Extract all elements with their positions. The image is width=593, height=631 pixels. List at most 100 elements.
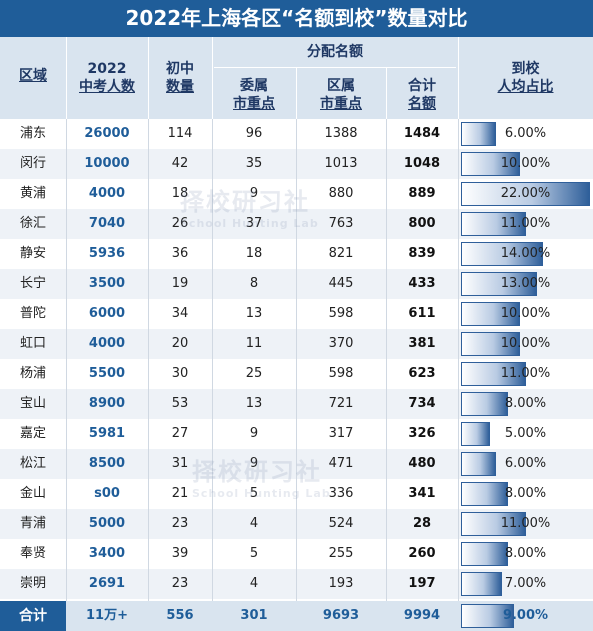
cell-junior: 53: [171, 396, 189, 411]
cell-district-quota: 721: [328, 396, 354, 411]
col-divider: [212, 119, 213, 631]
cell-commission: 18: [245, 246, 263, 261]
footer-district-quota: 9693: [322, 608, 360, 623]
ratio-bar: [461, 272, 537, 296]
ratio-label: 11.00%: [500, 366, 551, 381]
cell-commission: 5: [249, 486, 259, 501]
ratio-label: 6.00%: [504, 456, 547, 471]
cell-ratio: 22.00%: [458, 179, 593, 209]
cell-commission: 4: [249, 576, 259, 591]
ratio-bar: [461, 152, 520, 176]
table-row: 金山 s00 21 5 336 341 8.00%: [0, 479, 593, 509]
cell-exam: 3500: [88, 276, 126, 291]
footer-ratio-label: 9.00%: [502, 608, 549, 623]
ratio-bar: [461, 542, 508, 566]
cell-ratio: 10.00%: [458, 329, 593, 359]
cell-district: 崇明: [19, 576, 46, 591]
ratio-bar: [461, 182, 590, 206]
cell-district-quota: 336: [328, 486, 354, 501]
cell-total: 381: [408, 336, 436, 351]
cell-total: 839: [408, 246, 436, 261]
ratio-bar: [461, 362, 526, 386]
col-divider: [66, 119, 67, 631]
col-divider: [386, 119, 387, 631]
header-ratio: 到校 人均占比: [458, 60, 593, 96]
header-commission: 委属 市重点: [212, 77, 296, 113]
cell-ratio: 6.00%: [458, 449, 593, 479]
cell-district-quota: 370: [328, 336, 354, 351]
ratio-label: 10.00%: [500, 306, 551, 321]
cell-commission: 9: [249, 426, 259, 441]
cell-district: 黄浦: [19, 186, 46, 201]
cell-exam: 8900: [88, 396, 126, 411]
footer-ratio: 9.00%: [458, 601, 593, 631]
cell-exam: 8500: [88, 456, 126, 471]
cell-district-quota: 880: [328, 186, 354, 201]
footer-district: 合计: [0, 601, 66, 631]
cell-commission: 5: [249, 546, 259, 561]
cell-commission: 4: [249, 516, 259, 531]
ratio-bar: [461, 572, 502, 596]
ratio-bar: [461, 332, 520, 356]
cell-exam: 5936: [88, 246, 126, 261]
cell-district: 金山: [19, 486, 46, 501]
header-col-divider: [386, 68, 387, 119]
cell-district-quota: 317: [328, 426, 354, 441]
table-row: 黄浦 4000 18 9 880 889 22.00%: [0, 179, 593, 209]
table-row: 普陀 6000 34 13 598 611 10.00%: [0, 299, 593, 329]
cell-district: 杨浦: [19, 366, 46, 381]
cell-exam: s00: [94, 486, 120, 501]
cell-junior: 21: [171, 486, 189, 501]
table-row: 静安 5936 36 18 821 839 14.00%: [0, 239, 593, 269]
cell-total: 341: [408, 486, 436, 501]
header-exam-line1: 2022: [87, 61, 127, 77]
cell-district-quota: 821: [328, 246, 354, 261]
header-exam-line2: 中考人数: [79, 79, 135, 95]
header-junior: 初中 数量: [148, 60, 212, 96]
cell-exam: 5981: [88, 426, 126, 441]
ratio-label: 10.00%: [500, 156, 551, 171]
cell-ratio: 10.00%: [458, 299, 593, 329]
ratio-label: 10.00%: [500, 336, 551, 351]
ratio-bar: [461, 242, 543, 266]
cell-ratio: 6.00%: [458, 119, 593, 149]
cell-ratio: 14.00%: [458, 239, 593, 269]
header-total-line1: 合计: [408, 78, 436, 94]
cell-exam: 5500: [88, 366, 126, 381]
cell-district-quota: 598: [328, 306, 354, 321]
ratio-bar: [461, 422, 490, 446]
cell-ratio: 5.00%: [458, 419, 593, 449]
cell-exam: 5000: [88, 516, 126, 531]
cell-exam: 6000: [88, 306, 126, 321]
cell-junior: 34: [171, 306, 189, 321]
cell-commission: 11: [245, 336, 263, 351]
cell-district-quota: 1388: [324, 126, 358, 141]
cell-junior: 31: [171, 456, 189, 471]
cell-exam: 26000: [84, 126, 130, 141]
cell-exam: 4000: [88, 186, 126, 201]
header-district-quota-line2: 市重点: [320, 96, 362, 112]
footer-junior: 556: [166, 608, 194, 623]
cell-total: 433: [408, 276, 436, 291]
cell-junior: 27: [171, 426, 189, 441]
cell-district: 虹口: [19, 336, 46, 351]
cell-district-quota: 471: [328, 456, 354, 471]
ratio-label: 8.00%: [504, 486, 547, 501]
cell-junior: 30: [171, 366, 189, 381]
cell-commission: 25: [245, 366, 263, 381]
cell-total: 1048: [403, 156, 441, 171]
ratio-bar: [461, 122, 496, 146]
cell-district-quota: 524: [328, 516, 354, 531]
header-junior-line2: 数量: [166, 79, 194, 95]
header-col-divider: [148, 37, 149, 119]
footer-exam: 11万+: [86, 608, 128, 623]
cell-total: 28: [412, 516, 432, 531]
ratio-label: 6.00%: [504, 126, 547, 141]
page-title: 2022年上海各区“名额到校”数量对比: [0, 0, 593, 37]
header-total: 合计 名额: [386, 77, 458, 113]
ratio-bar: [461, 512, 526, 536]
cell-commission: 9: [249, 456, 259, 471]
cell-district: 松江: [19, 456, 46, 471]
cell-total: 197: [408, 576, 436, 591]
header-commission-line1: 委属: [240, 78, 268, 94]
